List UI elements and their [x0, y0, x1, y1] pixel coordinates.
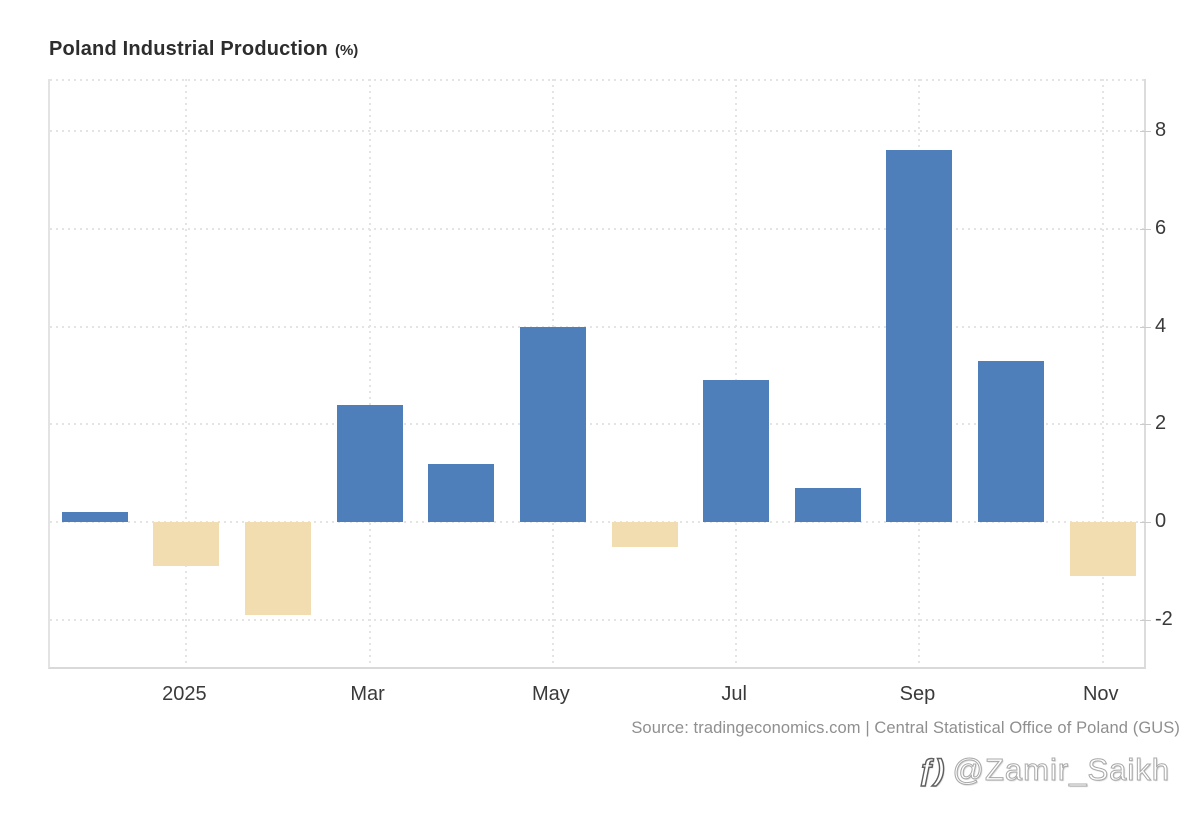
x-axis-label-Nov: Nov — [1082, 683, 1119, 705]
x-gridline-Mar — [368, 79, 371, 667]
y-gridline-2 — [50, 423, 1144, 426]
x-gridline-2025 — [185, 79, 188, 667]
x-axis-label-2025: 2025 — [162, 683, 207, 705]
bar-feb-2025[interactable] — [244, 522, 311, 616]
source-attribution: Source: tradingeconomics.com | Central S… — [631, 719, 1180, 737]
bar-jan-2025[interactable] — [153, 522, 220, 567]
y-gridline-6 — [50, 227, 1144, 230]
y-gridline-8 — [50, 129, 1144, 132]
y-axis-label-4: 4 — [1155, 314, 1167, 337]
bar-may-2025[interactable] — [519, 326, 586, 523]
plot-area — [48, 79, 1146, 669]
y-gridline-4 — [50, 325, 1144, 328]
bar-apr-2025[interactable] — [428, 463, 495, 523]
bar-mar-2025[interactable] — [336, 404, 403, 523]
y-axis-label-8: 8 — [1155, 118, 1167, 141]
y-axis-label-0: 0 — [1155, 510, 1167, 533]
y-gridline--2 — [50, 619, 1144, 622]
y-tick-8 — [1140, 130, 1151, 132]
x-axis-label-Sep: Sep — [899, 683, 936, 705]
x-gridline-Nov — [1101, 79, 1104, 667]
bar-sep-2025[interactable] — [886, 150, 953, 523]
chart-title: Poland Industrial Production (%) — [49, 38, 358, 61]
y-axis-label-2: 2 — [1155, 412, 1167, 435]
bar-jun-2025[interactable] — [611, 522, 678, 547]
bar-aug-2025[interactable] — [794, 487, 861, 523]
chart-title-unit: (%) — [334, 42, 359, 59]
bar-dec-2024[interactable] — [61, 512, 128, 523]
x-axis-label-May: May — [531, 683, 570, 705]
y-axis-label--2: -2 — [1155, 608, 1173, 631]
chart-title-text: Poland Industrial Production — [49, 38, 328, 60]
x-axis-label-Mar: Mar — [350, 683, 385, 705]
y-tick--2 — [1140, 620, 1151, 622]
plot-top-border — [50, 79, 1144, 81]
watermark-logo-icon: ƒ) — [917, 753, 945, 787]
bar-oct-2025[interactable] — [978, 360, 1045, 523]
y-tick-0 — [1140, 522, 1151, 524]
watermark-handle: @Zamir_Saikh — [952, 752, 1170, 788]
watermark: ƒ) @Zamir_Saikh — [917, 752, 1170, 788]
bar-jul-2025[interactable] — [703, 380, 770, 523]
x-axis-label-Jul: Jul — [721, 683, 747, 705]
y-tick-4 — [1140, 326, 1151, 328]
y-tick-2 — [1140, 424, 1151, 426]
y-gridline-0 — [50, 521, 1144, 524]
y-axis-label-6: 6 — [1155, 216, 1167, 239]
y-tick-6 — [1140, 228, 1151, 230]
bar-nov-2025[interactable] — [1069, 522, 1136, 577]
x-gridline-Jul — [735, 79, 738, 667]
